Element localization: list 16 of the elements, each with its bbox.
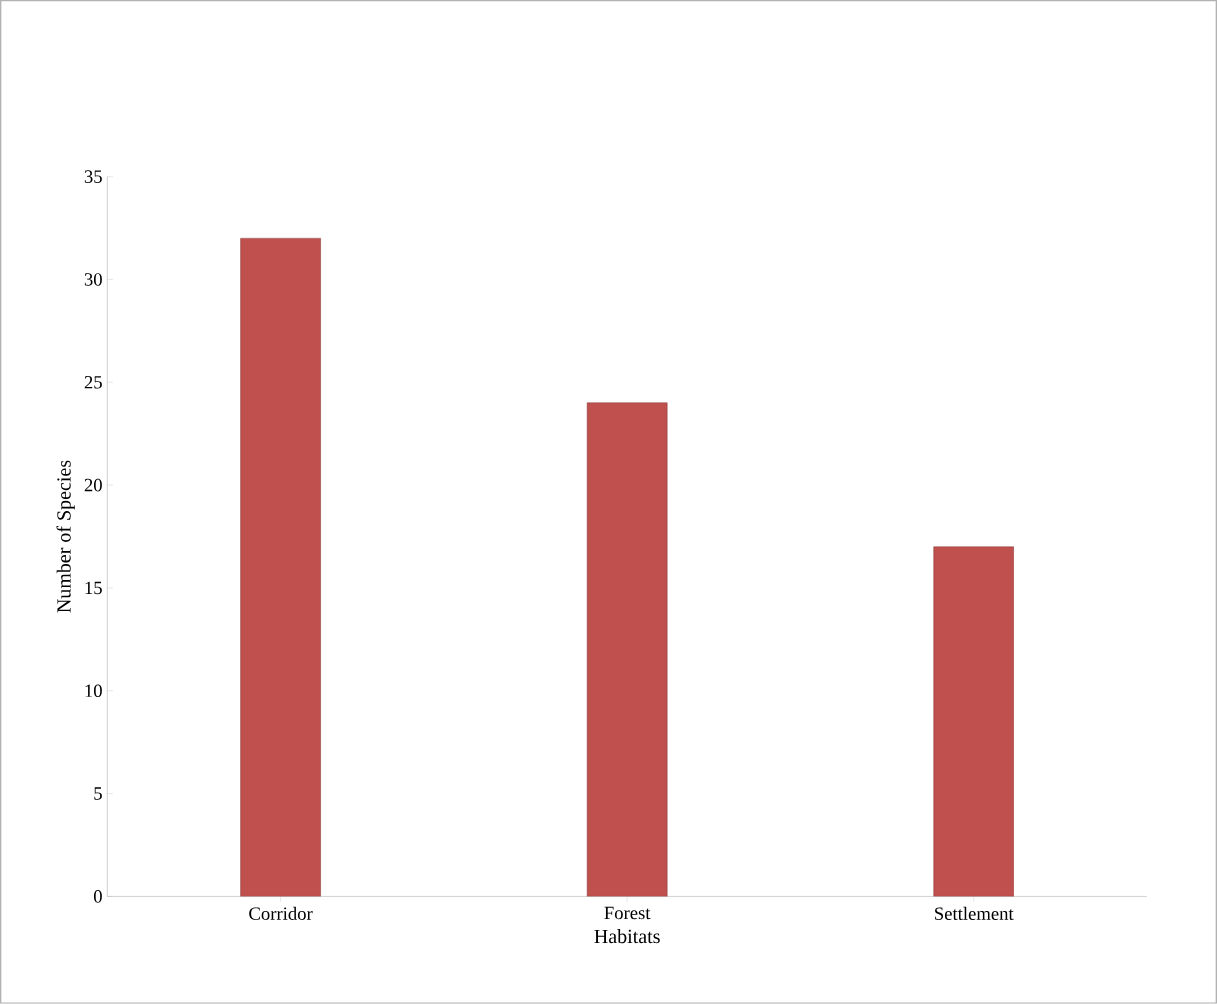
y-tick-label: 10: [85, 684, 102, 698]
y-tick-label: 35: [84, 170, 102, 184]
bar: [586, 402, 668, 897]
y-axis-title: Number of Species: [56, 460, 75, 613]
y-tick-label: 5: [94, 787, 102, 800]
x-tick-label: Forest: [604, 906, 651, 920]
y-tick-label: 30: [84, 273, 102, 286]
bar: [240, 238, 321, 897]
bar: [933, 546, 1014, 897]
y-tick-label: 0: [93, 890, 102, 903]
y-tick-label: 25: [84, 376, 102, 389]
y-tick-label: 15: [85, 581, 102, 595]
x-tick-label: Corridor: [249, 906, 313, 921]
x-axis-title: Habitats: [594, 929, 660, 944]
x-tick-label: Settlement: [935, 906, 1014, 921]
y-tick-label: 20: [84, 478, 102, 492]
